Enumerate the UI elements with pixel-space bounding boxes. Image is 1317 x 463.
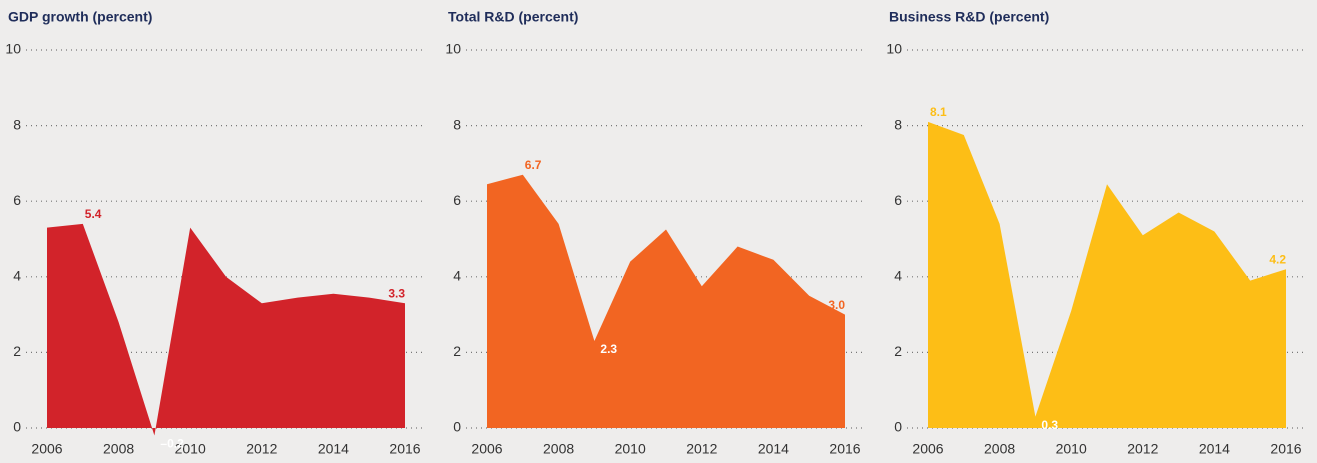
y-tick-label: 8 [13,116,21,132]
value-label: 4.2 [1269,252,1286,266]
value-label: 6.7 [525,158,542,172]
x-tick-label: 2010 [615,441,646,457]
y-tick-label: 6 [894,192,902,208]
x-tick-label: 2016 [829,441,860,457]
x-tick-label: 2012 [1127,441,1158,457]
value-label: 5.4 [85,207,102,221]
value-label: 3.3 [388,286,405,300]
chart-title: Business R&D (percent) [889,9,1049,25]
y-tick-label: 2 [453,343,461,359]
x-tick-label: 2010 [175,441,206,457]
y-tick-label: 10 [5,41,21,57]
y-tick-label: 4 [453,268,461,284]
area [47,223,405,436]
area [928,121,1286,428]
y-tick-label: 0 [13,419,21,435]
x-tick-label: 2012 [246,441,277,457]
y-tick-label: 0 [453,419,461,435]
x-tick-label: 2006 [31,441,62,457]
y-tick-label: 10 [445,41,461,57]
value-label: 8.1 [930,105,947,119]
area [487,174,845,428]
chart-title: GDP growth (percent) [8,9,152,25]
x-tick-label: 2008 [103,441,134,457]
x-tick-label: 2010 [1056,441,1087,457]
chart-title: Total R&D (percent) [448,9,578,25]
y-tick-label: 4 [894,268,902,284]
value-label: –0.2 [160,437,184,451]
x-tick-label: 2016 [389,441,420,457]
y-tick-label: 10 [886,41,902,57]
y-tick-label: 2 [13,343,21,359]
y-tick-label: 4 [13,268,21,284]
x-tick-label: 2008 [984,441,1015,457]
y-tick-label: 8 [894,116,902,132]
y-tick-label: 2 [894,343,902,359]
x-tick-label: 2014 [318,441,349,457]
value-label: 3.0 [828,298,845,312]
value-label: 0.3 [1041,418,1058,432]
y-tick-label: 6 [13,192,21,208]
x-tick-label: 2006 [912,441,943,457]
x-tick-label: 2014 [1199,441,1230,457]
x-tick-label: 2006 [471,441,502,457]
y-tick-label: 6 [453,192,461,208]
x-tick-label: 2012 [686,441,717,457]
y-tick-label: 0 [894,419,902,435]
y-tick-label: 8 [453,116,461,132]
x-tick-label: 2016 [1270,441,1301,457]
x-tick-label: 2008 [543,441,574,457]
value-label: 2.3 [600,342,617,356]
x-tick-label: 2014 [758,441,789,457]
